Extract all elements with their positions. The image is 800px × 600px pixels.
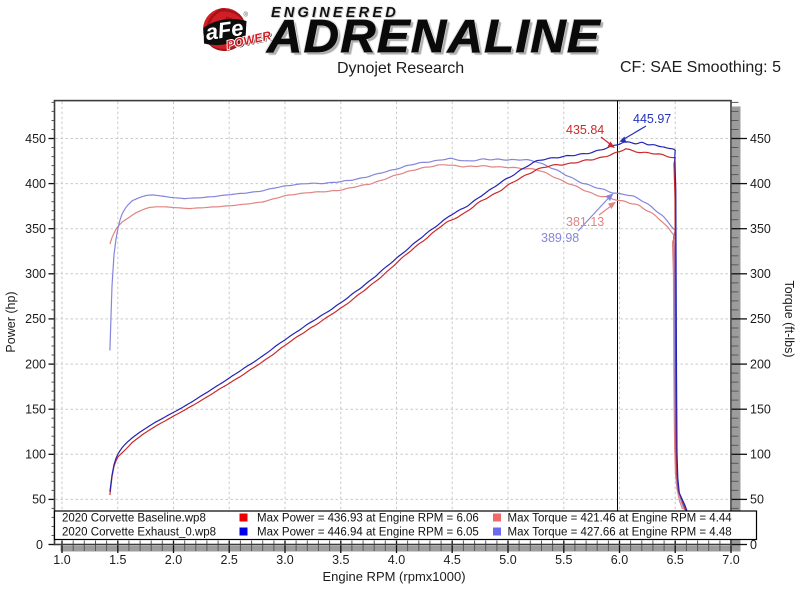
svg-text:450: 450 — [25, 132, 46, 146]
svg-text:250: 250 — [25, 312, 46, 326]
svg-text:0: 0 — [36, 538, 43, 552]
svg-text:6.5: 6.5 — [667, 553, 684, 567]
svg-text:aFe: aFe — [204, 15, 245, 45]
svg-text:2.0: 2.0 — [165, 553, 182, 567]
svg-text:0: 0 — [750, 538, 757, 552]
svg-text:350: 350 — [25, 222, 46, 236]
svg-text:400: 400 — [25, 177, 46, 191]
svg-text:7.0: 7.0 — [722, 553, 739, 567]
svg-text:Engine RPM (rpmx1000): Engine RPM (rpmx1000) — [322, 569, 465, 584]
svg-text:Max Power = 446.94 at Engine R: Max Power = 446.94 at Engine RPM = 6.05 — [257, 527, 479, 539]
svg-text:4.5: 4.5 — [444, 553, 461, 567]
svg-text:Power (hp): Power (hp) — [4, 291, 18, 352]
svg-text:5.0: 5.0 — [499, 553, 516, 567]
svg-text:Max Power = 436.93 at Engine R: Max Power = 436.93 at Engine RPM = 6.06 — [257, 513, 479, 525]
svg-text:50: 50 — [32, 493, 46, 507]
svg-text:1.0: 1.0 — [53, 553, 70, 567]
svg-text:400: 400 — [750, 177, 771, 191]
svg-text:®: ® — [244, 12, 249, 19]
svg-text:Torque (ft-lbs): Torque (ft-lbs) — [782, 280, 796, 357]
svg-text:150: 150 — [25, 403, 46, 417]
svg-text:150: 150 — [750, 403, 771, 417]
svg-text:200: 200 — [750, 357, 771, 371]
svg-text:450: 450 — [750, 132, 771, 146]
svg-text:3.0: 3.0 — [276, 553, 293, 567]
svg-text:50: 50 — [750, 493, 764, 507]
svg-text:2020 Corvette Baseline.wp8: 2020 Corvette Baseline.wp8 — [62, 513, 206, 525]
svg-text:300: 300 — [25, 267, 46, 281]
svg-text:100: 100 — [750, 448, 771, 462]
svg-text:Max Torque = 421.46 at Engine: Max Torque = 421.46 at Engine RPM = 4.44 — [508, 513, 733, 525]
svg-text:Max Torque = 427.66 at Engine: Max Torque = 427.66 at Engine RPM = 4.48 — [508, 527, 732, 539]
svg-text:250: 250 — [750, 312, 771, 326]
svg-text:1.5: 1.5 — [109, 553, 126, 567]
svg-text:2020 Corvette Exhaust_0.wp8: 2020 Corvette Exhaust_0.wp8 — [62, 527, 216, 539]
svg-text:300: 300 — [750, 267, 771, 281]
svg-text:5.5: 5.5 — [555, 553, 572, 567]
svg-text:3.5: 3.5 — [332, 553, 349, 567]
svg-text:100: 100 — [25, 448, 46, 462]
svg-text:200: 200 — [25, 357, 46, 371]
svg-text:4.0: 4.0 — [388, 553, 405, 567]
svg-text:2.5: 2.5 — [221, 553, 238, 567]
svg-text:350: 350 — [750, 222, 771, 236]
svg-text:6.0: 6.0 — [611, 553, 628, 567]
